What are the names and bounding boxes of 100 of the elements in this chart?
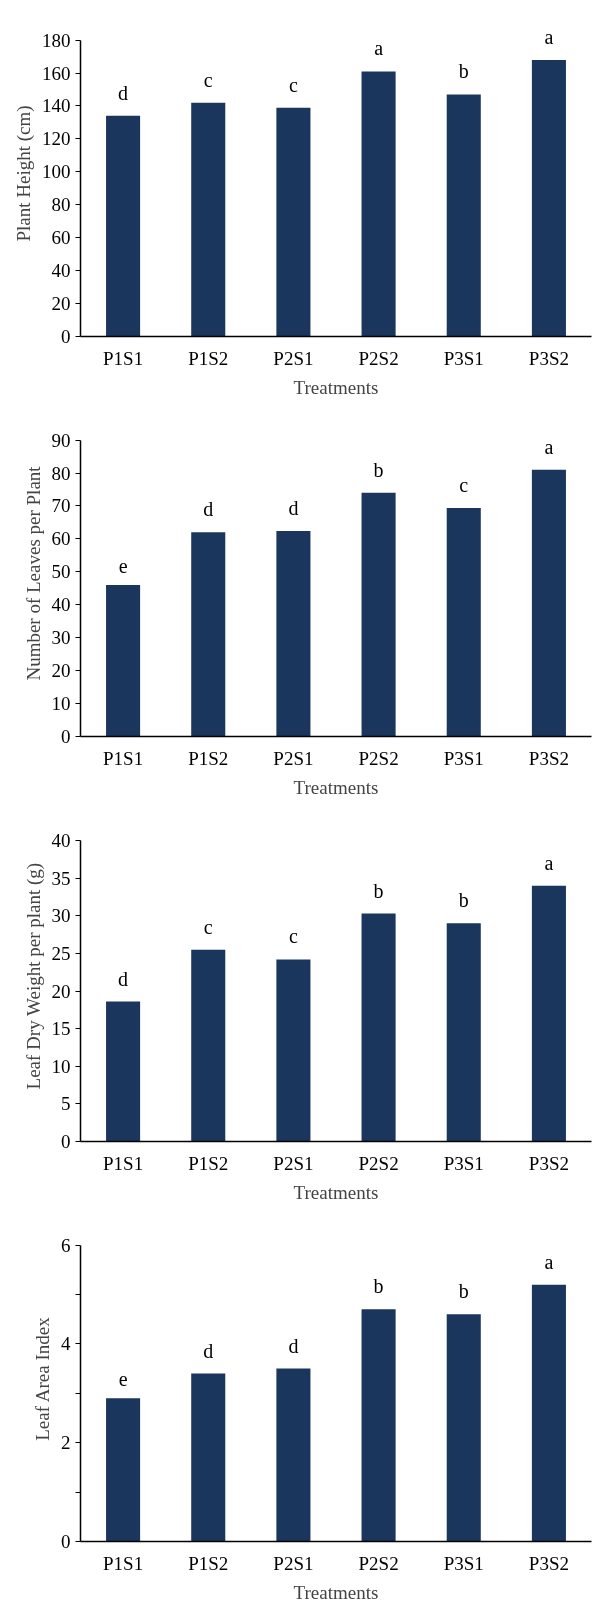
y-axis-title: Number of Leaves per Plant (22, 465, 44, 681)
x-tick-label: P1S1 (103, 1552, 144, 1574)
annotation: a (544, 851, 554, 874)
x-tick-label: P2S1 (273, 747, 314, 769)
x-tick-label: P2S1 (273, 1552, 314, 1574)
annotation: d (203, 1339, 214, 1362)
annotation: d (288, 1334, 299, 1357)
y-tick-label: 5 (61, 1093, 71, 1115)
y-tick-label: 40 (51, 260, 71, 282)
y-tick-label: 60 (51, 227, 71, 249)
y-tick-label: 35 (51, 867, 71, 889)
bar (106, 585, 141, 737)
y-tick-label: 20 (51, 293, 71, 315)
bar (191, 532, 226, 737)
x-tick-label: P2S1 (273, 1152, 314, 1174)
y-tick-label: 80 (51, 462, 71, 484)
y-axis-title: Plant Height (cm) (13, 105, 35, 242)
bar (191, 1373, 226, 1542)
bar (361, 71, 396, 337)
bar (106, 1001, 141, 1142)
x-tick-label: P2S2 (358, 747, 399, 769)
y-tick-label: 30 (51, 627, 71, 649)
annotation: c (459, 473, 469, 496)
bar (446, 507, 481, 737)
y-tick-label: 70 (51, 495, 71, 517)
y-tick-label: 30 (51, 905, 71, 927)
y-tick-label: 6 (61, 1234, 71, 1256)
x-tick-label: P1S1 (103, 747, 144, 769)
x-tick-label: P3S2 (528, 1552, 569, 1574)
annotation: a (374, 37, 384, 60)
bar (106, 1398, 141, 1542)
annotation: a (544, 1250, 554, 1273)
bar (531, 59, 566, 337)
y-tick-label: 2 (61, 1432, 71, 1454)
x-tick-label: P2S1 (273, 347, 314, 369)
x-axis-title: Treatments (293, 1581, 379, 1603)
bar (106, 115, 141, 337)
annotation: b (458, 60, 469, 83)
y-tick-label: 60 (51, 528, 71, 550)
y-axis-title: Leaf Dry Weight per plant (g) (22, 862, 45, 1090)
annotation: d (118, 967, 129, 990)
x-axis-title: Treatments (293, 376, 379, 398)
x-tick-label: P3S2 (528, 347, 569, 369)
y-tick-label: 0 (61, 726, 71, 747)
x-tick-label: P3S1 (443, 1152, 484, 1174)
y-tick-label: 4 (61, 1333, 71, 1355)
y-tick-label: 90 (51, 429, 71, 451)
annotation: b (373, 1275, 384, 1298)
x-tick-label: P2S2 (358, 1152, 399, 1174)
y-tick-label: 40 (51, 830, 71, 852)
annotation: e (118, 1368, 128, 1391)
x-tick-label: P1S1 (103, 1152, 144, 1174)
y-tick-label: 80 (51, 194, 71, 216)
y-tick-label: 25 (51, 942, 71, 964)
bar (361, 1309, 396, 1542)
x-tick-label: P3S1 (443, 347, 484, 369)
x-tick-label: P1S2 (188, 1152, 229, 1174)
y-tick-label: 15 (51, 1018, 71, 1040)
bar (446, 94, 481, 337)
y-tick-label: 50 (51, 561, 71, 583)
x-tick-label: P3S2 (528, 747, 569, 769)
annotation: d (203, 498, 214, 521)
x-tick-label: P1S2 (188, 747, 229, 769)
bar (276, 531, 311, 737)
x-tick-label: P2S2 (358, 347, 399, 369)
x-tick-label: P3S2 (528, 1152, 569, 1174)
bar (276, 959, 311, 1142)
annotation: c (288, 925, 298, 948)
x-axis-title: Treatments (293, 776, 379, 798)
x-tick-label: P3S1 (443, 747, 484, 769)
x-tick-label: P1S2 (188, 1552, 229, 1574)
bar (361, 913, 396, 1142)
annotation: b (373, 458, 384, 481)
annotation: d (118, 81, 129, 104)
annotation: b (458, 1280, 469, 1303)
annotation: c (203, 68, 213, 91)
annotation: a (544, 25, 554, 48)
bar (276, 1368, 311, 1542)
bar (276, 107, 311, 337)
x-tick-label: P1S1 (103, 347, 144, 369)
bar (531, 469, 566, 737)
annotation: c (288, 73, 298, 96)
x-tick-label: P2S2 (358, 1552, 399, 1574)
y-tick-label: 120 (42, 128, 71, 150)
x-tick-label: P3S1 (443, 1552, 484, 1574)
y-tick-label: 10 (51, 693, 71, 715)
annotation: d (288, 497, 299, 520)
annotation: a (544, 435, 554, 458)
y-tick-label: 160 (42, 62, 71, 84)
y-tick-label: 10 (51, 1055, 71, 1077)
annotation: b (458, 889, 469, 912)
y-tick-label: 140 (42, 95, 71, 117)
y-tick-label: 0 (61, 1131, 71, 1152)
bar (191, 102, 226, 337)
bar (361, 492, 396, 737)
y-tick-label: 100 (42, 161, 71, 183)
y-tick-label: 40 (51, 594, 71, 616)
y-tick-label: 0 (61, 1531, 71, 1552)
x-axis-title: Treatments (293, 1181, 379, 1203)
bar (531, 1284, 566, 1542)
